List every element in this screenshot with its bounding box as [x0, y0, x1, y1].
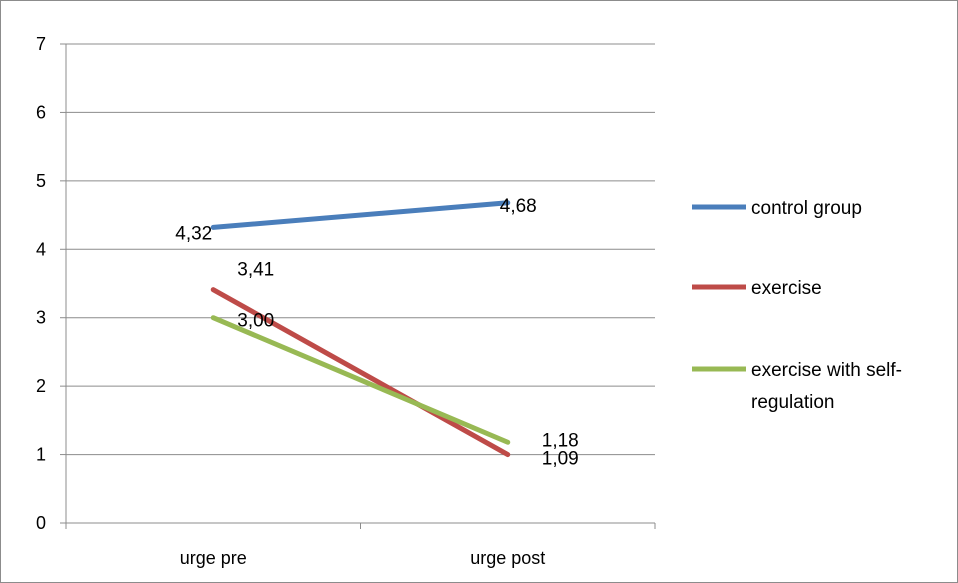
series-lines: [210, 200, 511, 458]
data-label: 3,00: [237, 311, 274, 332]
gridlines: [66, 43, 655, 456]
legend-label: control group: [751, 198, 862, 219]
data-label: 1,18: [542, 430, 579, 451]
y-tick-label: 4: [36, 239, 46, 259]
y-axis-ticks: 0 1 2 3 4 5 6 7: [36, 34, 46, 533]
y-tick-label: 7: [36, 34, 46, 54]
data-label: 4,68: [500, 196, 537, 217]
data-labels: 4,32 4,68 3,41 1,09 3,00 1,18: [175, 196, 578, 470]
legend-label: exercise with self-: [751, 360, 902, 381]
y-tick-label: 6: [36, 102, 46, 122]
y-tick-label: 2: [36, 376, 46, 396]
y-tick-label: 3: [36, 308, 46, 328]
y-tick-label: 5: [36, 171, 46, 191]
x-axis-ticks: urge pre urge post: [180, 548, 546, 568]
y-tick-label: 1: [36, 445, 46, 465]
axes: [60, 43, 656, 529]
series-line: [210, 200, 511, 230]
series-line: [210, 287, 511, 458]
x-tick-label: urge pre: [180, 548, 247, 568]
legend-label: exercise: [751, 278, 822, 299]
y-tick-label: 0: [36, 513, 46, 533]
data-label: 1,09: [542, 449, 579, 470]
data-label: 4,32: [175, 223, 212, 244]
legend: control group exercise exercise with self-…: [692, 198, 902, 413]
legend-label: regulation: [751, 392, 834, 413]
data-label: 3,41: [237, 260, 274, 281]
series-line: [210, 315, 511, 445]
x-tick-label: urge post: [470, 548, 545, 568]
